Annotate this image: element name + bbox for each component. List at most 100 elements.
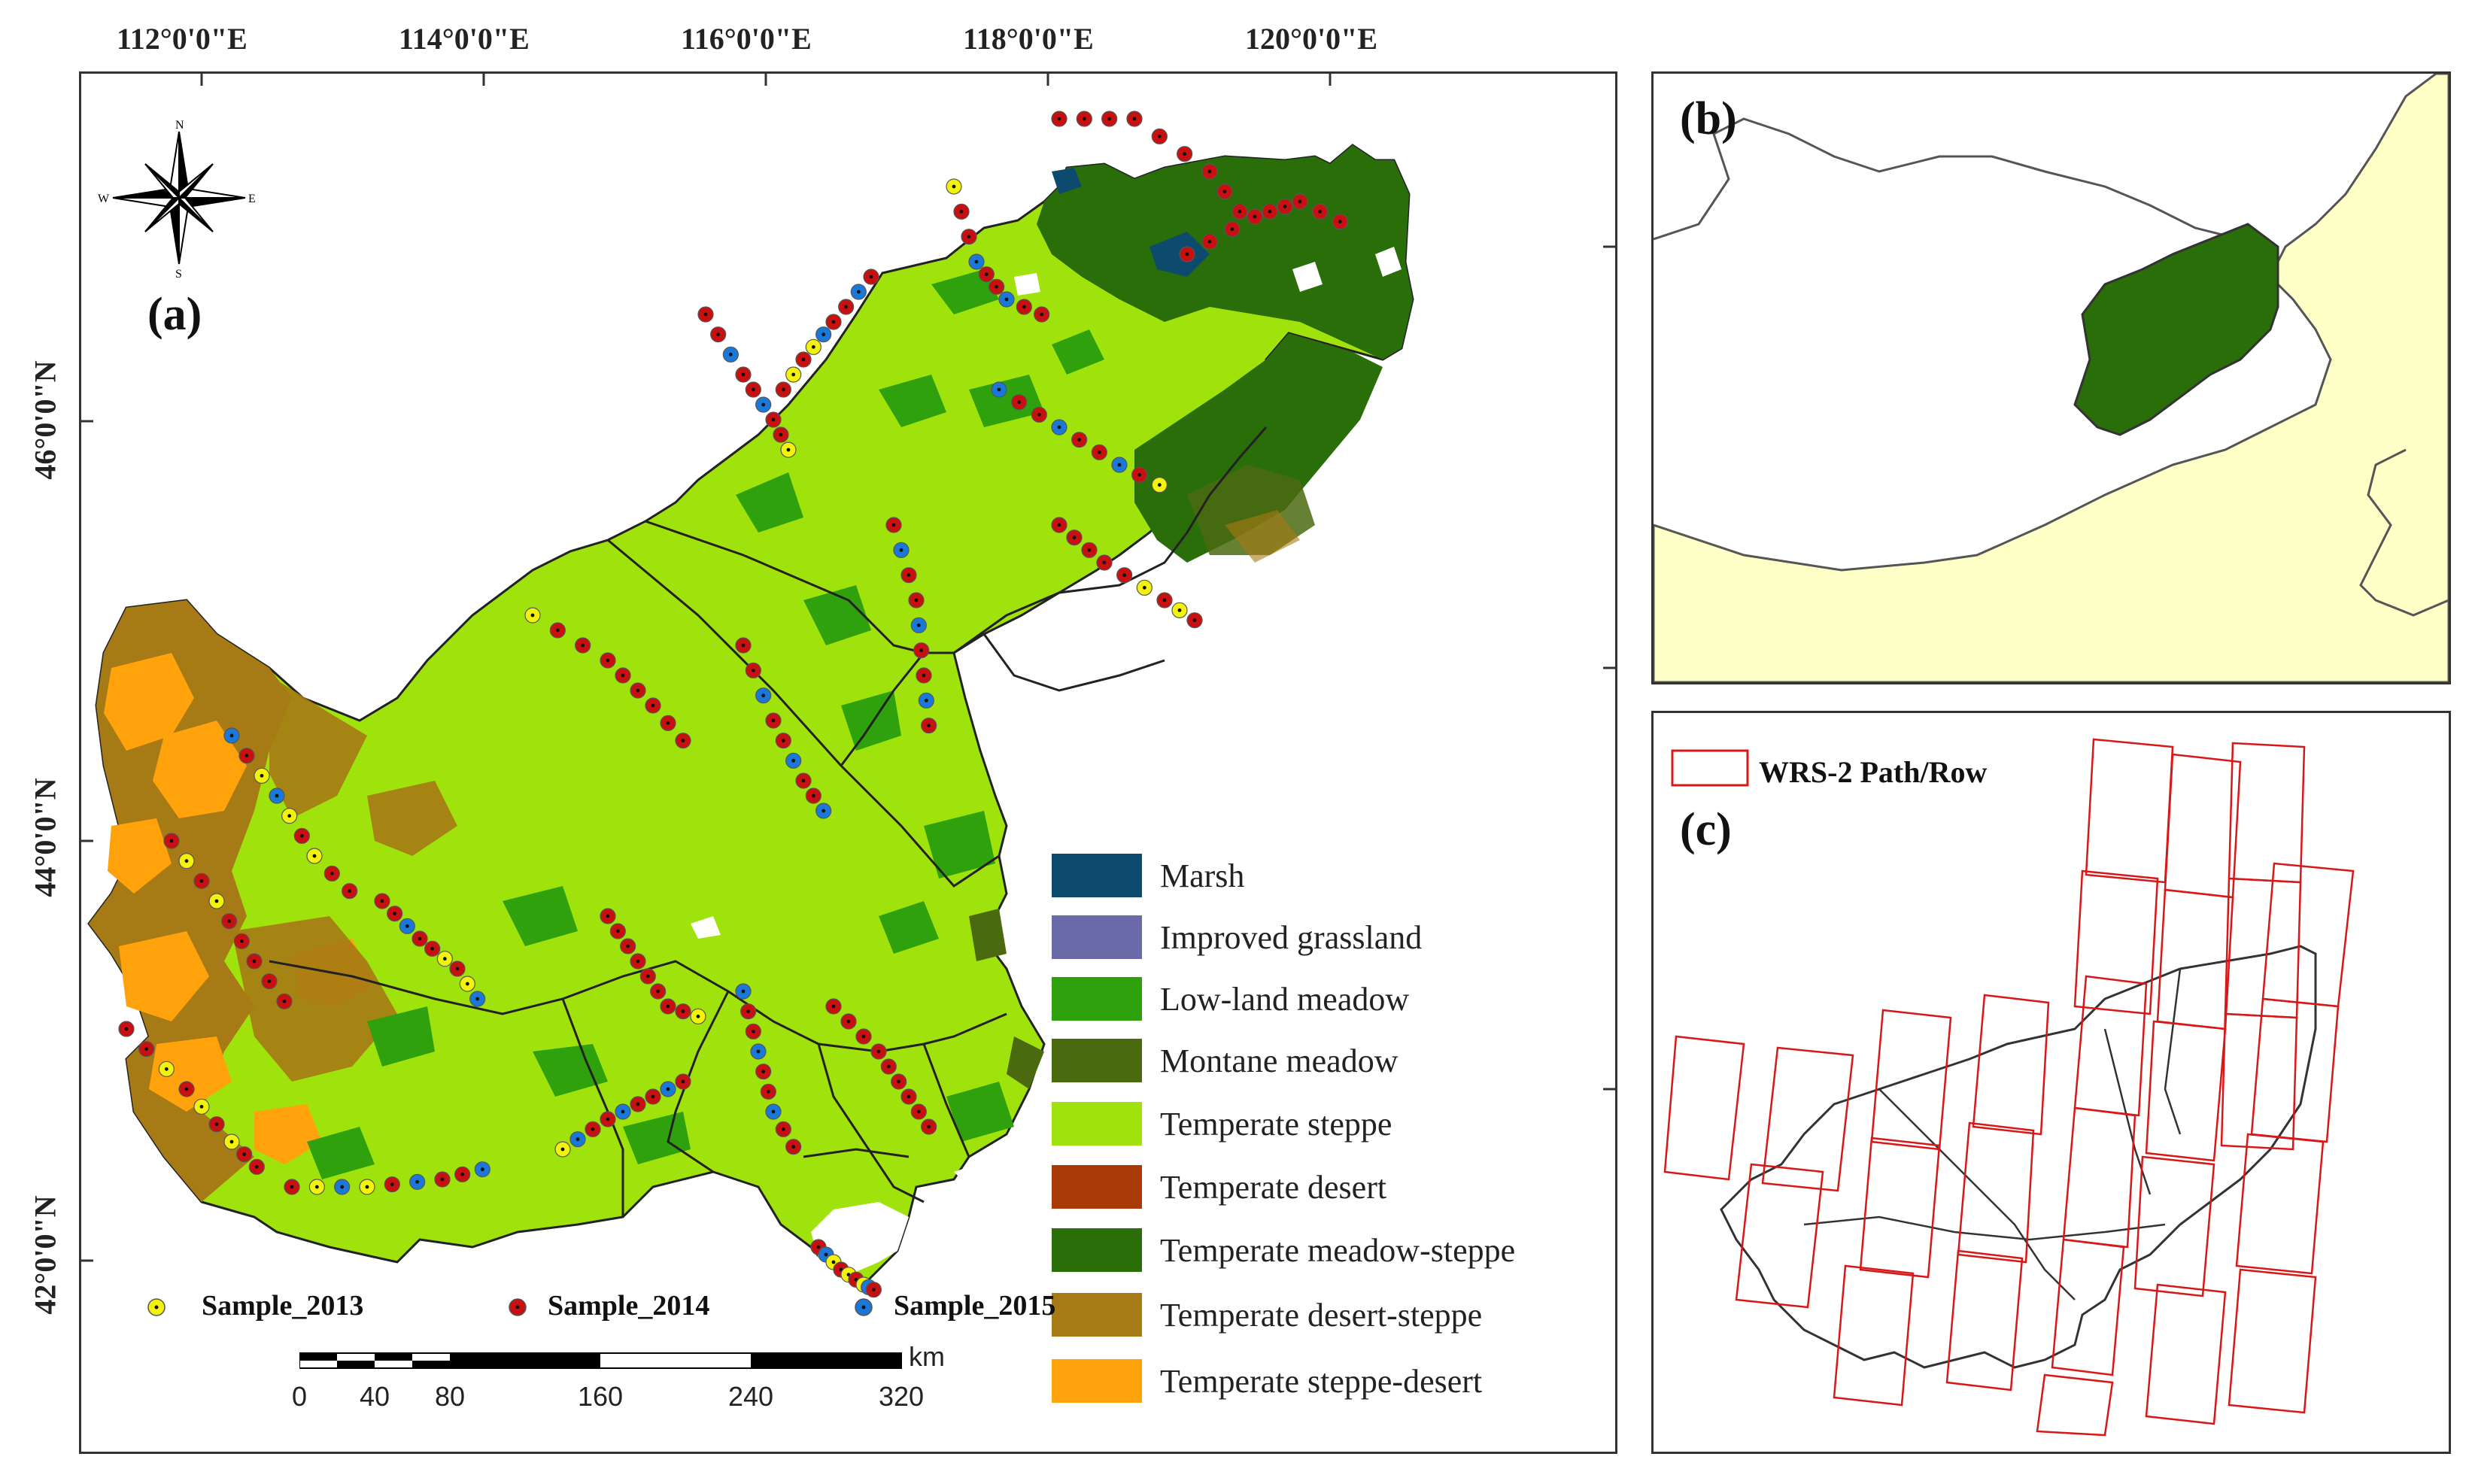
sample-point (1076, 111, 1092, 127)
sample-point (840, 1013, 857, 1030)
sample-point (675, 1003, 691, 1020)
scale-tick-240: 240 (728, 1381, 774, 1412)
sample-point (630, 682, 646, 699)
sample-point (434, 1171, 451, 1188)
sample-point (755, 687, 772, 704)
sample-point (208, 1116, 225, 1133)
legend-swatch-lowland-meadow (1052, 977, 1142, 1021)
landcover-legend: Marsh Improved grassland Low-land meadow… (1052, 852, 1578, 1424)
sample-point (306, 848, 323, 864)
sample-point (735, 366, 752, 383)
sample-point (916, 667, 932, 684)
sample-point (524, 607, 541, 624)
sample-point (1011, 394, 1028, 411)
lowland-meadow-patches (307, 269, 1104, 1179)
sample-point (609, 923, 626, 939)
lon-label-116: 116°0'0"E (681, 22, 812, 56)
sample-point (1071, 432, 1088, 448)
sample-point (1312, 203, 1329, 220)
sample-point (780, 442, 797, 458)
sample-point (891, 1073, 907, 1090)
sample-point (281, 808, 298, 824)
sample-point (193, 872, 210, 889)
country-land (1654, 74, 2449, 682)
sample-point (913, 642, 930, 659)
sample-point (865, 1282, 882, 1298)
sample-point (863, 269, 879, 285)
sample-point (785, 366, 802, 383)
sample-point (918, 692, 934, 709)
sample-point (158, 1061, 175, 1077)
legend-label-lowland-meadow: Low-land meadow (1160, 980, 1410, 1018)
sample-point (554, 1141, 571, 1158)
coast (2359, 448, 2449, 617)
sample-point (1066, 530, 1083, 546)
panel-b-map (1654, 74, 2449, 682)
sample-point (893, 542, 910, 558)
sample-point (1186, 612, 1203, 629)
sample-point (850, 284, 867, 300)
sample-point (991, 381, 1007, 398)
sample-point (308, 1179, 325, 1195)
sample-point (261, 973, 278, 990)
lon-label-114: 114°0'0"E (399, 22, 530, 56)
sample-point (745, 381, 761, 398)
sample-point (474, 1161, 490, 1178)
sample-point (910, 1103, 927, 1120)
wrs2-frames (1663, 738, 2355, 1437)
sample-point (1292, 193, 1308, 210)
sample-point (569, 1131, 586, 1148)
sample-point (740, 1003, 757, 1020)
sample-point (412, 930, 428, 947)
sample-point (1051, 111, 1067, 127)
compass-e: E (248, 193, 256, 205)
sample-point (1051, 419, 1067, 435)
scale-tick-0: 0 (292, 1381, 308, 1412)
sample-point (1136, 579, 1153, 596)
sample-point (1051, 517, 1067, 533)
sample-point (1201, 233, 1218, 250)
study-area-inset (2073, 223, 2279, 436)
sample-point (178, 1081, 195, 1097)
sample-point (645, 1088, 661, 1105)
sample-point (795, 351, 812, 368)
sample-point (549, 622, 566, 639)
panel-a-map-frame: N S E W (a) Marsh Improved grassland Low… (79, 71, 1617, 1454)
legend-item-temperate-steppe: Temperate steppe (1052, 1100, 1392, 1147)
sample-point (1031, 406, 1047, 423)
lon-label-120: 120°0'0"E (1245, 22, 1377, 56)
sample-point (880, 1058, 897, 1075)
sample-point (1231, 203, 1248, 220)
sample-point (600, 908, 616, 924)
sample-point (615, 1103, 631, 1120)
lon-label-112: 112°0'0"E (117, 22, 248, 56)
lat-label-46: 46°0'0"N (28, 360, 62, 480)
sample-point (855, 1028, 872, 1045)
sample-point (276, 993, 293, 1009)
sample-points (118, 111, 1348, 1298)
sample-point (745, 1023, 761, 1039)
legend-swatch-meadow-steppe (1052, 1228, 1142, 1272)
sample-point (630, 1096, 646, 1112)
wrs2-legend-label: WRS-2 Path/Row (1759, 755, 1988, 789)
compass-s: S (175, 268, 182, 281)
sample-point (342, 883, 358, 900)
sample-point (615, 667, 631, 684)
sample-point (221, 913, 238, 930)
legend-item-lowland-meadow: Low-land meadow (1052, 976, 1409, 1022)
sample-point (755, 1064, 772, 1080)
sample-point (989, 278, 1005, 295)
sample-point (1216, 184, 1233, 200)
sample-point (785, 1139, 802, 1155)
sample-point (775, 733, 791, 749)
compass-rose: N S E W (98, 119, 256, 281)
sample-point (645, 697, 661, 714)
sample-point (575, 637, 591, 654)
sample-point (660, 1081, 676, 1097)
panel-a-map (81, 74, 1615, 1298)
sample-2014-label: Sample_2014 (548, 1290, 710, 1322)
sample-point (660, 998, 676, 1015)
scale-bar (299, 1352, 902, 1369)
sample-point (760, 1083, 776, 1100)
study-area-outline-c (1720, 945, 2317, 1369)
